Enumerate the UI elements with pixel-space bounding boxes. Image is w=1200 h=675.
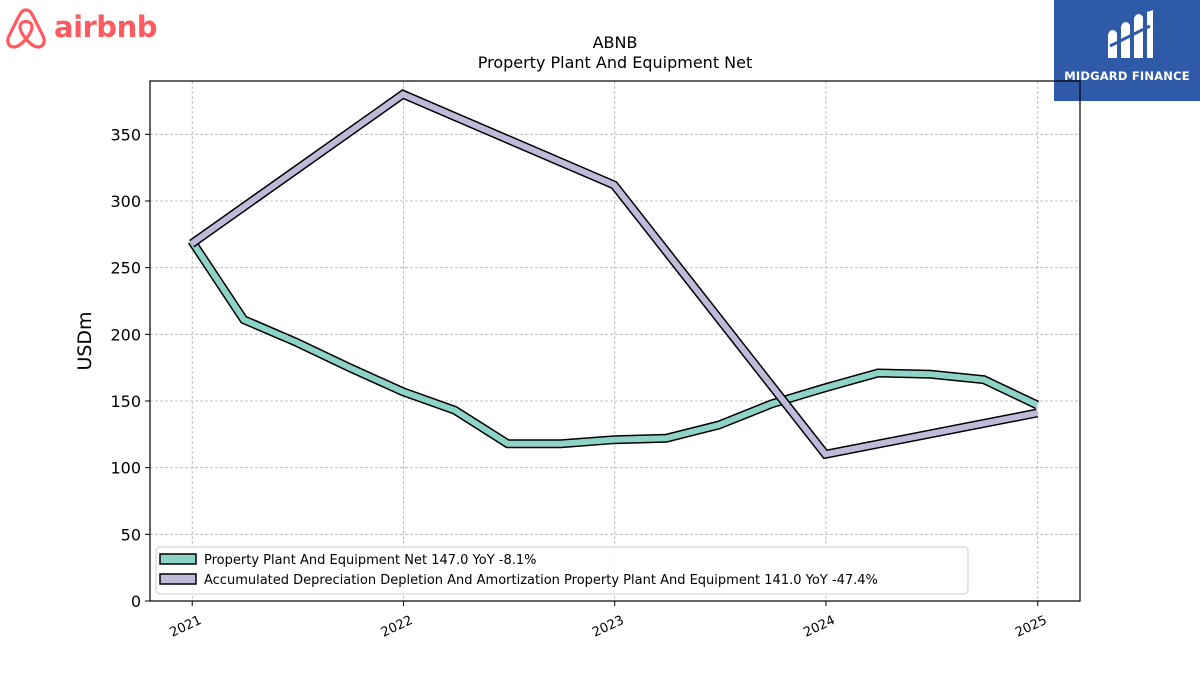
x-tick-label: 2024 [801, 613, 837, 641]
series-lines [187, 89, 1040, 460]
legend-swatch [159, 553, 197, 565]
airbnb-logo: airbnb [4, 4, 157, 50]
y-tick-label: 50 [121, 525, 141, 544]
plot-frame [149, 80, 1081, 602]
legend-label: Property Plant And Equipment Net 147.0 Y… [204, 553, 537, 568]
y-tick-label: 200 [110, 325, 141, 344]
x-tick-label: 2023 [590, 613, 626, 641]
legend-box [155, 546, 969, 595]
midgard-finance-logo: MIDGARD FINANCE [1054, 0, 1200, 101]
x-axis: 2021 2022 2023 2024 2025 [168, 601, 1049, 641]
y-axis-label: USDm [74, 311, 96, 370]
legend: Property Plant And Equipment Net 147.0 Y… [155, 546, 969, 595]
y-tick-label: 100 [110, 459, 141, 478]
y-tick-label: 300 [110, 192, 141, 211]
midgard-emblem-icon [1108, 10, 1153, 58]
y-tick-label: 350 [110, 125, 141, 144]
legend-swatch [159, 573, 197, 585]
airbnb-belo-icon [6, 8, 46, 49]
x-tick-label: 2025 [1013, 613, 1049, 641]
brand-name: MIDGARD FINANCE [1064, 69, 1190, 83]
chart-title: ABNB [593, 33, 638, 52]
y-axis: 0 50 100 150 200 250 300 350 [110, 125, 150, 611]
legend-label: Accumulated Depreciation Depletion And A… [204, 573, 878, 588]
y-tick-label: 0 [131, 592, 141, 611]
series-0-line [189, 239, 1039, 447]
x-tick-label: 2022 [379, 613, 415, 641]
x-tick-label: 2021 [168, 613, 204, 641]
series-1-line [189, 90, 1038, 458]
y-tick-label: 150 [110, 392, 141, 411]
y-tick-label: 250 [110, 259, 141, 278]
airbnb-wordmark: airbnb [54, 10, 157, 44]
chart-subtitle: Property Plant And Equipment Net [478, 53, 753, 72]
